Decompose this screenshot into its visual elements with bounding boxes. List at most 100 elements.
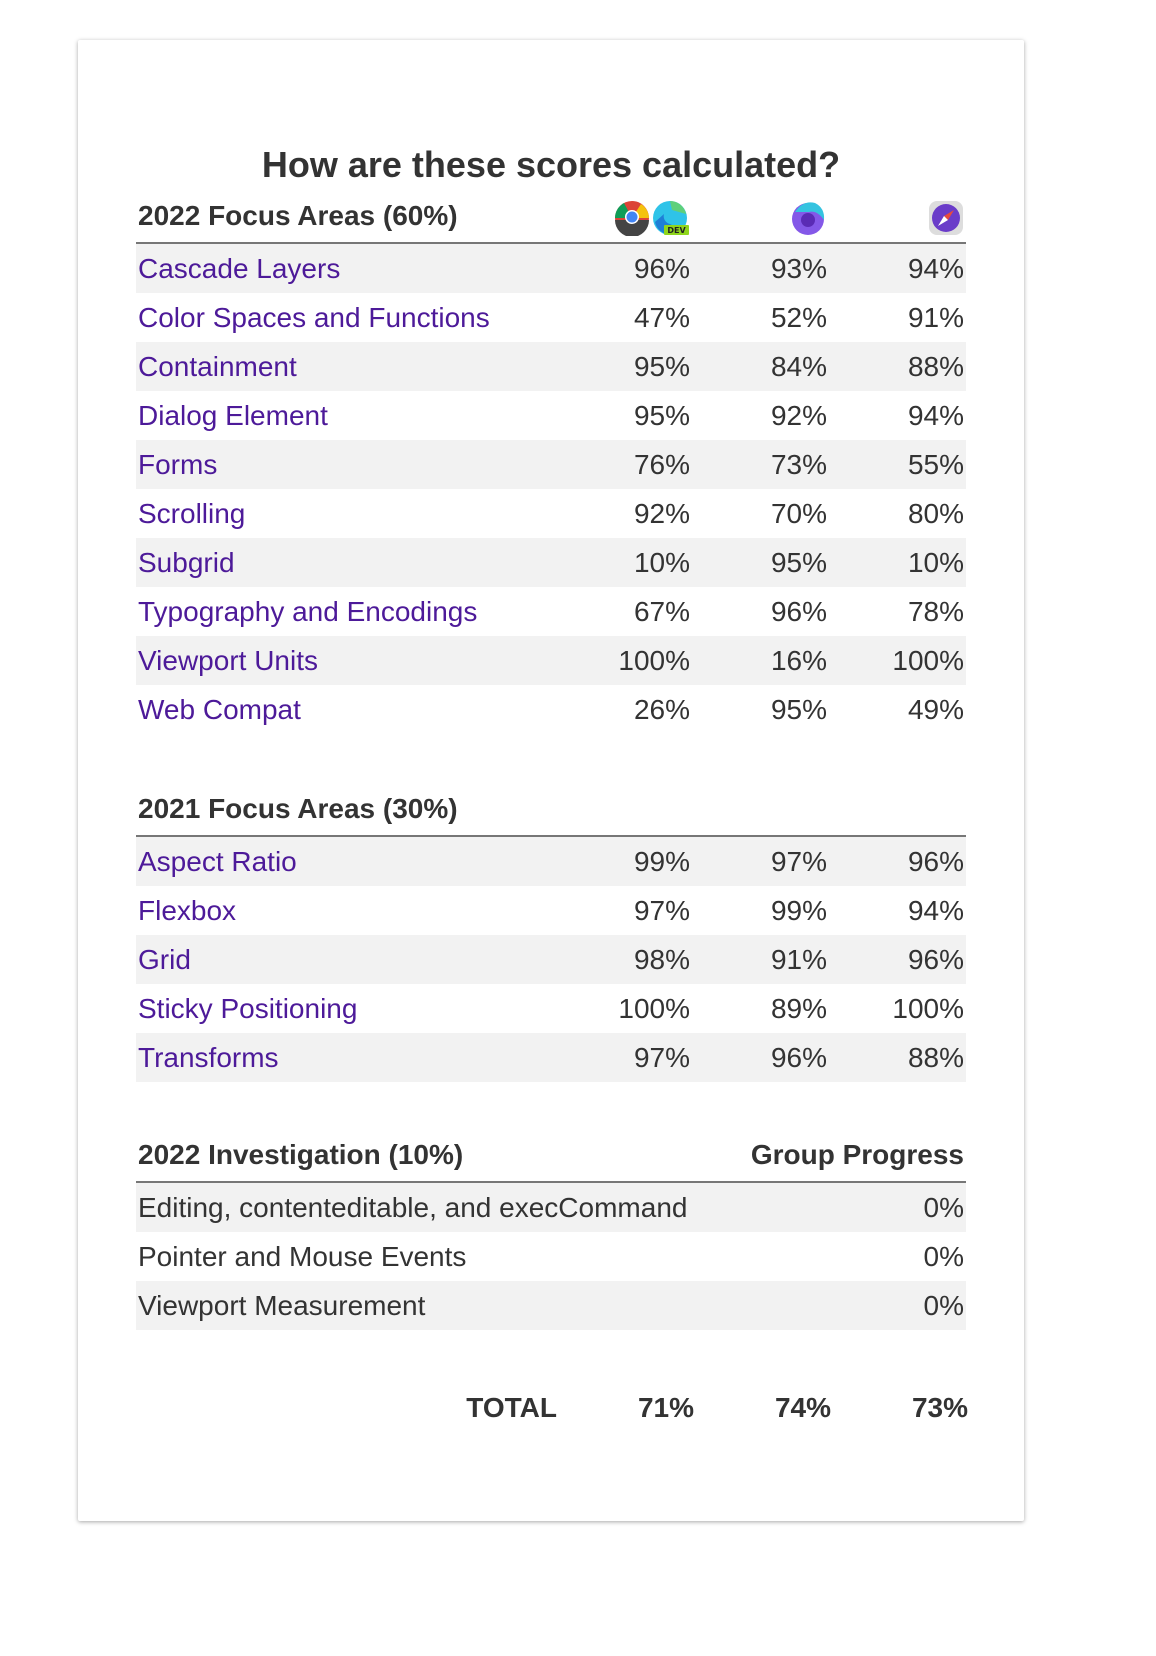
table-row: Dialog Element 95% 92% 94% <box>136 391 966 440</box>
feature-link[interactable]: Cascade Layers <box>138 252 341 284</box>
table-row: Aspect Ratio 99% 97% 96% <box>136 837 966 886</box>
feature-link[interactable]: Sticky Positioning <box>138 992 358 1024</box>
score-cell: 93% <box>770 252 827 284</box>
table-row: Viewport Measurement 0% <box>136 1281 966 1330</box>
feature-link[interactable]: Viewport Units <box>138 644 319 676</box>
total-label: TOTAL <box>466 1392 557 1423</box>
svg-text:DEV: DEV <box>667 226 686 235</box>
score-cell: 94% <box>907 252 964 284</box>
score-cell: 92% <box>633 497 690 529</box>
score-cell: 99% <box>633 845 690 877</box>
feature-link[interactable]: Typography and Encodings <box>138 595 478 627</box>
score-cell: 76% <box>633 448 690 480</box>
safari-tech-preview-icon <box>929 201 963 235</box>
table-header: 2021 Focus Areas (30%) <box>136 791 966 837</box>
section-heading: 2022 Focus Areas (60%) <box>138 200 458 231</box>
table-row: Containment 95% 84% 88% <box>136 342 966 391</box>
investigation-table: 2022 Investigation (10%) Group Progress … <box>136 1137 966 1330</box>
score-cell: 55% <box>907 448 964 480</box>
progress-cell: 0% <box>923 1191 964 1223</box>
table-row: Viewport Units 100% 16% 100% <box>136 636 966 685</box>
score-cell: 95% <box>770 693 827 725</box>
table-row: Color Spaces and Functions 47% 52% 91% <box>136 293 966 342</box>
score-cell: 96% <box>770 595 827 627</box>
table-row: Cascade Layers 96% 93% 94% <box>136 244 966 293</box>
table-row: Sticky Positioning 100% 89% 100% <box>136 984 966 1033</box>
feature-name-cell: Aspect Ratio <box>138 846 553 878</box>
score-cell: 96% <box>907 943 964 975</box>
score-cell: 96% <box>770 1041 827 1073</box>
table-row: Flexbox 97% 99% 94% <box>136 886 966 935</box>
feature-link[interactable]: Transforms <box>138 1041 279 1073</box>
feature-link[interactable]: Containment <box>138 350 297 382</box>
score-cell: 84% <box>770 350 827 382</box>
score-cell: 97% <box>770 845 827 877</box>
page-title: How are these scores calculated? <box>261 144 841 185</box>
score-cell: 96% <box>907 845 964 877</box>
feature-name-cell: Web Compat <box>138 694 553 726</box>
table-row: Transforms 97% 96% 88% <box>136 1033 966 1082</box>
score-cell: 95% <box>633 350 690 382</box>
score-cell: 100% <box>618 992 690 1024</box>
chrome-dev-icon <box>615 201 649 236</box>
total-score: 74% <box>774 1392 831 1423</box>
feature-link[interactable]: Dialog Element <box>138 399 328 431</box>
score-cell: 95% <box>770 546 827 578</box>
focus-2021-rows: Aspect Ratio 99% 97% 96% Flexbox 97% 99% 94% Gri… <box>136 837 966 1082</box>
investigation-name: Editing, contenteditable, and execComman… <box>138 1191 688 1223</box>
feature-name-cell: Cascade Layers <box>138 253 553 285</box>
focus-2022-table: 2022 Focus Areas (60%) DEV Cascade Layer… <box>136 198 966 734</box>
group-progress-heading: Group Progress <box>750 1139 964 1170</box>
feature-name-cell: Scrolling <box>138 498 553 530</box>
table-header: 2022 Focus Areas (60%) DEV <box>136 198 966 244</box>
feature-link[interactable]: Forms <box>138 448 218 480</box>
score-cell: 91% <box>770 943 827 975</box>
feature-link[interactable]: Web Compat <box>138 693 301 725</box>
focus-2021-table: 2021 Focus Areas (30%) Aspect Ratio 99% 97… <box>136 791 966 1082</box>
feature-name-cell: Typography and Encodings <box>138 596 553 628</box>
total-score: 71% <box>637 1392 694 1423</box>
firefox-nightly-icon <box>792 202 825 235</box>
feature-name-cell: Viewport Units <box>138 645 553 677</box>
score-cell: 97% <box>633 894 690 926</box>
score-cell: 94% <box>907 894 964 926</box>
section-heading: 2022 Investigation (10%) <box>138 1139 464 1170</box>
score-cell: 88% <box>907 350 964 382</box>
feature-name-cell: Containment <box>138 351 553 383</box>
table-row: Grid 98% 91% 96% <box>136 935 966 984</box>
feature-link[interactable]: Grid <box>138 943 191 975</box>
feature-link[interactable]: Flexbox <box>138 894 237 926</box>
table-row: Editing, contenteditable, and execComman… <box>136 1183 966 1232</box>
score-cell: 99% <box>770 894 827 926</box>
table-header: 2022 Investigation (10%) Group Progress <box>136 1137 966 1183</box>
feature-link[interactable]: Subgrid <box>138 546 235 578</box>
investigation-rows: Editing, contenteditable, and execComman… <box>136 1183 966 1330</box>
browser-column-header <box>690 198 827 242</box>
progress-cell: 0% <box>923 1289 964 1321</box>
feature-name-cell: Color Spaces and Functions <box>138 302 553 334</box>
feature-name-cell: Subgrid <box>138 547 553 579</box>
score-cell: 96% <box>633 252 690 284</box>
score-cell: 95% <box>633 399 690 431</box>
investigation-name: Viewport Measurement <box>138 1289 426 1321</box>
score-cell: 88% <box>907 1041 964 1073</box>
score-cell: 10% <box>907 546 964 578</box>
section-heading: 2021 Focus Areas (30%) <box>138 793 458 824</box>
feature-link[interactable]: Aspect Ratio <box>138 845 297 877</box>
score-cell: 70% <box>770 497 827 529</box>
feature-link[interactable]: Color Spaces and Functions <box>138 301 490 333</box>
total-score: 73% <box>911 1392 968 1423</box>
feature-link[interactable]: Scrolling <box>138 497 246 529</box>
feature-name-cell: Flexbox <box>138 895 553 927</box>
score-cell: 100% <box>892 644 964 676</box>
progress-cell: 0% <box>923 1240 964 1272</box>
score-cell: 92% <box>770 399 827 431</box>
score-cell: 91% <box>907 301 964 333</box>
feature-name-cell: Grid <box>138 944 553 976</box>
score-cell: 67% <box>633 595 690 627</box>
feature-name-cell: Forms <box>138 449 553 481</box>
score-cell: 89% <box>770 992 827 1024</box>
score-cell: 94% <box>907 399 964 431</box>
score-cell: 97% <box>633 1041 690 1073</box>
score-cell: 78% <box>907 595 964 627</box>
